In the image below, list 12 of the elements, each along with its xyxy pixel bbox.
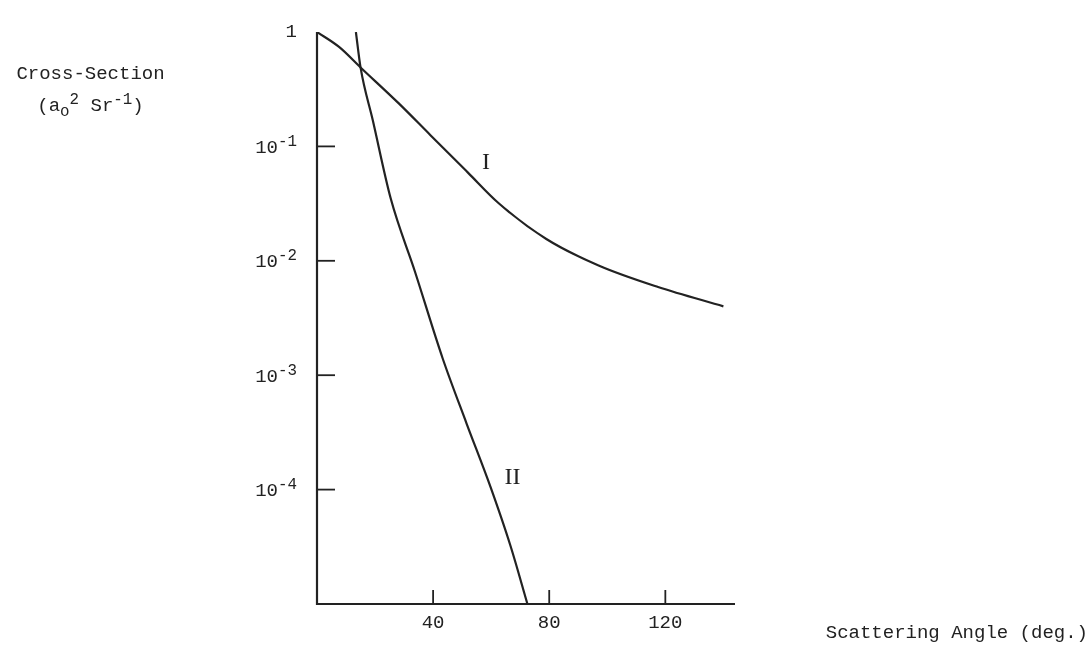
x-tick-label: 120 — [648, 612, 683, 634]
y-tick-label: 10$^{-4}$ — [255, 475, 297, 503]
y-tick-label: 10$^{-1}$ — [255, 132, 297, 160]
y-axis-title: Cross-Section (a$_{o}$$^{2}$ Sr$^{-1}$) — [15, 62, 166, 123]
x-axis-title: Scattering Angle (deg.) — [825, 622, 1088, 644]
x-tick-label: 40 — [421, 612, 445, 634]
y-tick-label: 1 — [285, 20, 297, 43]
series-label: I — [481, 148, 490, 175]
x-tick-label: 80 — [537, 612, 561, 634]
series-label: II — [504, 462, 521, 489]
y-tick-label: 10$^{-2}$ — [255, 247, 297, 274]
y-tick-label: 10$^{-3}$ — [255, 361, 297, 388]
